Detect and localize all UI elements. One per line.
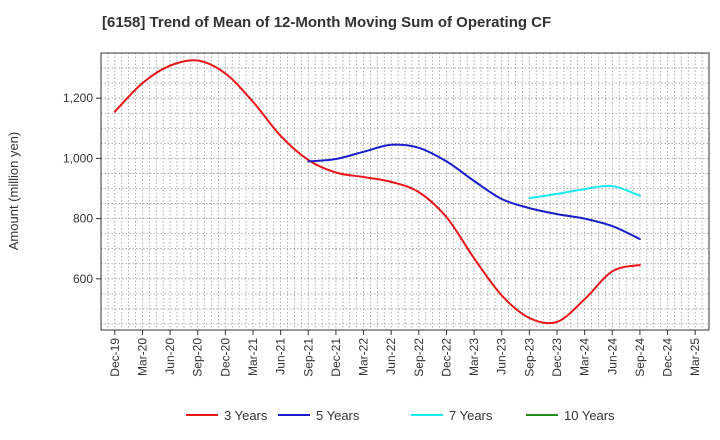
y-tick-label: 1,200 [63,91,93,105]
chart-title: [6158] Trend of Mean of 12-Month Moving … [102,14,552,31]
y-tick-label: 1,000 [63,151,93,165]
x-tick-label: Mar-22 [357,338,371,376]
x-tick-label: Dec-21 [329,338,343,377]
x-tick-label: Sep-21 [301,338,315,377]
x-tick-label: Sep-22 [412,338,426,377]
x-tick-label: Dec-19 [108,338,122,377]
series-lines [113,59,641,325]
y-axis-ticks: 600 800 1,000 1,200 [63,91,101,286]
y-axis-title: Amount (million yen) [6,132,21,251]
x-tick-label: Sep-23 [522,338,536,377]
x-axis-ticks: Dec-19 Mar-20 Jun-20 Sep-20 Dec-20 Mar-21 Jun-… [108,330,702,377]
x-tick-label: Jun-22 [384,338,398,375]
plot-frame [100,52,710,331]
x-tick-label: Dec-24 [661,338,675,377]
legend-label: 5 Years [316,408,360,423]
x-tick-label: Sep-20 [191,338,205,377]
series-line-7-years [528,184,641,200]
legend-label: 7 Years [449,408,493,423]
x-tick-label: Mar-25 [688,338,702,376]
x-tick-label: Mar-24 [578,338,592,376]
x-tick-label: Jun-23 [495,338,509,375]
legend-label: 10 Years [564,408,615,423]
series-line-5-years [307,143,641,241]
x-tick-label: Mar-20 [135,338,149,376]
vertical-gridlines [107,53,703,330]
x-tick-label: Dec-23 [550,338,564,377]
x-tick-label: Jun-20 [163,338,177,375]
x-tick-label: Sep-24 [633,338,647,377]
x-tick-label: Mar-21 [246,338,260,376]
y-tick-label: 800 [73,212,93,226]
x-tick-label: Dec-20 [218,338,232,377]
x-tick-label: Jun-24 [605,338,619,375]
legend: 3 Years 5 Years 7 Years 10 Years [186,408,615,423]
x-tick-label: Jun-21 [274,338,288,375]
y-tick-label: 600 [73,272,93,286]
x-tick-label: Mar-23 [467,338,481,376]
legend-label: 3 Years [224,408,268,423]
series-line-3-years [113,59,641,325]
x-tick-label: Dec-22 [439,338,453,377]
